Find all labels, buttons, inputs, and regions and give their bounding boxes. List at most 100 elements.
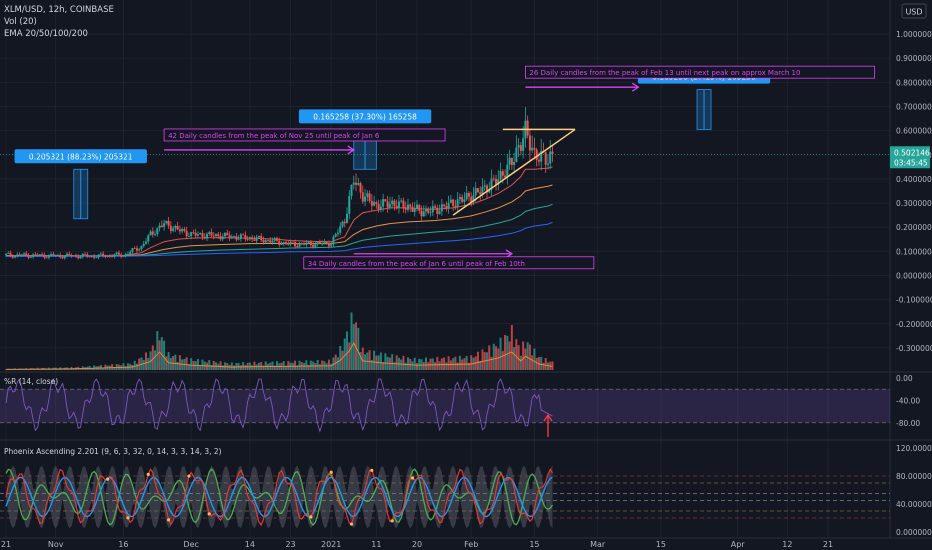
volume-bar: [440, 358, 443, 370]
volume-bar: [443, 357, 446, 370]
candle-body: [440, 204, 443, 212]
volume-bar: [217, 363, 220, 370]
candle-body: [318, 241, 321, 244]
time-tick-label: Apr: [731, 540, 746, 549]
volume-bar: [135, 363, 138, 370]
ema-indicator-label[interactable]: EMA 20/50/100/200: [4, 29, 88, 39]
volume-indicator-label[interactable]: Vol (20): [4, 17, 37, 27]
volume-bar: [384, 353, 387, 370]
candle-body: [382, 199, 385, 207]
volume-bar: [486, 352, 489, 370]
note-arrowhead: [347, 145, 355, 155]
time-tick-label: 20: [412, 540, 422, 549]
candle-body: [535, 149, 538, 160]
volume-bar: [126, 363, 129, 370]
volume-bar: [298, 360, 301, 370]
volume-bar: [316, 359, 319, 370]
volume-bar: [345, 331, 348, 370]
candle-body: [456, 199, 459, 208]
candle-body: [239, 234, 242, 239]
candle-body: [90, 256, 93, 258]
volume-bar: [287, 360, 290, 370]
candle-body: [501, 171, 504, 176]
candle-body: [133, 248, 136, 249]
volume-bar: [540, 357, 543, 370]
volume-bar: [470, 355, 473, 370]
candle-body: [275, 238, 278, 241]
candle-body: [422, 211, 425, 217]
volume-bar: [142, 359, 145, 370]
candle-body: [126, 253, 129, 255]
volume-bar: [431, 358, 434, 370]
candle-body: [81, 253, 84, 257]
candle-body: [397, 201, 400, 209]
candle-body: [474, 188, 477, 196]
volume-bar: [264, 361, 267, 370]
phoenix-tick-label: 40.000000: [896, 500, 932, 509]
candle-body: [551, 151, 554, 154]
volume-bar: [458, 355, 461, 370]
candle-body: [36, 254, 39, 256]
candle-body: [25, 253, 28, 256]
candle-body: [497, 179, 500, 185]
candle-body: [257, 235, 260, 238]
candle-body: [253, 239, 256, 241]
candle-body: [352, 182, 355, 185]
candle-body: [384, 199, 387, 202]
last-price-label: 0.502146: [894, 148, 930, 157]
candle-body: [167, 220, 170, 226]
candle-body: [327, 242, 330, 247]
candle-body: [61, 257, 64, 259]
volume-bar: [479, 360, 482, 370]
candle-body: [45, 257, 48, 259]
candle-body: [156, 228, 159, 235]
candle-body: [18, 254, 21, 256]
time-axis[interactable]: 21 Nov 16 Dec 14 23 2021 11 20 Feb 15 Mar 15 Apr 12 21: [1, 540, 833, 549]
volume-bar: [104, 364, 107, 370]
candle-body: [393, 200, 396, 206]
symbol-label[interactable]: XLM/USD, 12h, COINBASE: [4, 5, 114, 15]
volume-bar: [341, 350, 344, 370]
volume-bar: [382, 362, 385, 370]
volume-bar: [262, 365, 265, 370]
candle-body: [172, 228, 175, 231]
candle-body: [205, 234, 208, 239]
volume-bar: [165, 356, 168, 370]
volume-bar: [178, 355, 181, 370]
candle-body: [429, 212, 432, 214]
volume-bar: [418, 358, 421, 370]
candle-body: [108, 255, 111, 257]
time-tick-label: 23: [285, 540, 295, 549]
candle-body: [34, 254, 37, 256]
candle-body: [255, 237, 258, 241]
volume-bar: [533, 348, 536, 370]
candle-body: [260, 235, 263, 240]
volume-bar: [242, 362, 245, 370]
volume-bar: [79, 368, 82, 370]
volume-bar: [190, 358, 193, 370]
volume-bar: [429, 358, 432, 370]
volume-bar: [122, 363, 125, 370]
volume-bar: [519, 355, 522, 370]
candle-body: [271, 240, 274, 243]
volume-bar: [352, 324, 355, 370]
price-tick-label: -0.200000: [896, 320, 932, 329]
volume-bar: [490, 356, 493, 370]
candle-body: [330, 244, 333, 247]
volume-bar: [305, 360, 308, 370]
currency-badge[interactable]: [901, 3, 927, 19]
phoenix-volatility-area: [6, 465, 553, 529]
candle-body: [486, 185, 489, 193]
candle-body: [377, 203, 380, 210]
price-axis[interactable]: 1.000000 0.900000 0.800000 0.700000 0.600000…: [0, 30, 932, 353]
volume-bar: [339, 346, 342, 370]
candle-body: [20, 254, 23, 256]
candle-body: [154, 234, 157, 236]
candle-body: [447, 202, 450, 209]
volume-bar: [467, 362, 470, 370]
candle-body: [266, 240, 269, 241]
volume-bar: [271, 361, 274, 370]
phoenix-dot: [410, 476, 415, 480]
measure-label-box: [14, 149, 147, 164]
candle-body: [84, 253, 87, 255]
